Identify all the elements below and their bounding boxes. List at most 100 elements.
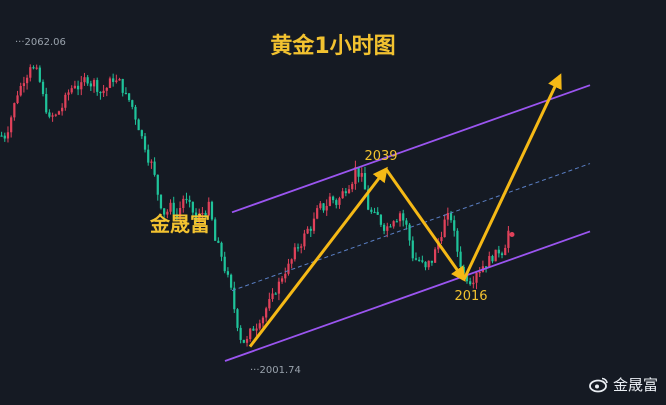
candle-body xyxy=(134,106,137,120)
candle-body xyxy=(220,242,223,257)
candle-body xyxy=(188,199,191,202)
candle-body xyxy=(233,287,236,310)
candle-body xyxy=(156,174,159,195)
candle-body xyxy=(89,83,92,87)
candle-body xyxy=(363,173,367,190)
candle-body xyxy=(405,220,408,225)
candle-body xyxy=(271,293,274,300)
candle-body xyxy=(175,214,179,218)
candle-body xyxy=(252,328,255,331)
candle-body xyxy=(296,247,300,249)
candle-body xyxy=(105,87,108,91)
candle-body xyxy=(137,119,140,131)
candle-body xyxy=(312,218,316,231)
candle-body xyxy=(22,83,26,86)
pivot-label-low: 2016 xyxy=(454,289,487,304)
watermark: 金晟富 xyxy=(589,374,658,395)
candle-body xyxy=(277,281,281,294)
candle-body xyxy=(245,339,249,343)
candle-body xyxy=(118,78,121,81)
candle-body xyxy=(166,211,169,215)
candle-body xyxy=(153,161,156,175)
candle-body xyxy=(242,339,245,343)
candle-body xyxy=(443,219,446,238)
candle-body xyxy=(316,208,319,219)
candle-body xyxy=(261,317,265,324)
candle-body xyxy=(389,226,392,228)
candle-body xyxy=(475,272,478,283)
candle-body xyxy=(424,261,427,268)
candle-body xyxy=(6,132,10,139)
candle-body xyxy=(360,173,363,177)
weibo-icon xyxy=(589,376,609,393)
candle-body xyxy=(319,203,322,209)
candle-body xyxy=(198,213,201,222)
candle-body xyxy=(398,213,402,222)
candle-body xyxy=(99,91,102,94)
candle-body xyxy=(169,202,172,212)
candle-body xyxy=(140,130,143,137)
candle-body xyxy=(303,233,306,247)
candle-body xyxy=(57,111,61,115)
candle-body xyxy=(159,194,163,209)
candle-body xyxy=(131,100,134,107)
candle-body xyxy=(29,67,32,78)
candle-body xyxy=(268,299,271,309)
candle-body xyxy=(414,258,418,260)
candle-body xyxy=(112,78,115,82)
candle-body xyxy=(10,117,13,133)
candle-body xyxy=(370,209,373,212)
candle-body xyxy=(255,328,258,331)
candle-body xyxy=(421,260,424,262)
candle-body xyxy=(488,256,491,268)
candle-body xyxy=(392,221,395,227)
candle-body xyxy=(207,201,210,216)
candle-body xyxy=(395,221,398,223)
candle-body xyxy=(51,115,54,117)
candle-body xyxy=(418,259,421,261)
candle-body xyxy=(19,85,22,96)
candle-body xyxy=(67,92,70,95)
candle-body xyxy=(41,81,45,95)
candle-body xyxy=(494,249,497,262)
candle-body xyxy=(83,77,86,83)
channel-mid-line xyxy=(231,163,591,292)
candle-body xyxy=(379,214,383,225)
candle-body xyxy=(76,85,80,90)
candle-body xyxy=(214,219,217,241)
candle-body xyxy=(497,249,500,254)
candle-body xyxy=(249,328,252,340)
candle-body xyxy=(191,201,194,213)
candle-body xyxy=(290,259,293,264)
candle-body xyxy=(0,135,3,137)
candle-body xyxy=(70,88,73,93)
candle-body xyxy=(367,189,370,210)
candle-body xyxy=(427,260,430,268)
candle-body xyxy=(335,200,338,205)
candle-body xyxy=(201,212,204,215)
candle-body xyxy=(182,198,185,208)
candle-body xyxy=(163,208,166,215)
candle-body xyxy=(280,278,284,282)
candle-body xyxy=(376,211,379,215)
candle-body xyxy=(115,80,118,82)
candle-body xyxy=(54,114,57,116)
candle-body xyxy=(226,271,230,275)
candle-body xyxy=(453,220,456,231)
candle-body xyxy=(25,77,29,84)
candle-body xyxy=(265,308,268,318)
candle-body xyxy=(500,253,504,256)
chart-title: 黄金1小时图 xyxy=(270,34,396,59)
watermark-text: 金晟富 xyxy=(612,376,658,394)
low-price-label: ···2001.74 xyxy=(250,365,301,376)
channel-upper-line xyxy=(231,84,591,214)
candle-body xyxy=(127,93,131,101)
pivot-label-high: 2039 xyxy=(364,149,397,164)
candle-body xyxy=(507,230,510,248)
candle-body xyxy=(287,263,290,274)
candle-body xyxy=(306,228,309,234)
candle-body xyxy=(309,228,312,231)
candle-body xyxy=(408,224,411,241)
candle-body xyxy=(45,94,48,113)
